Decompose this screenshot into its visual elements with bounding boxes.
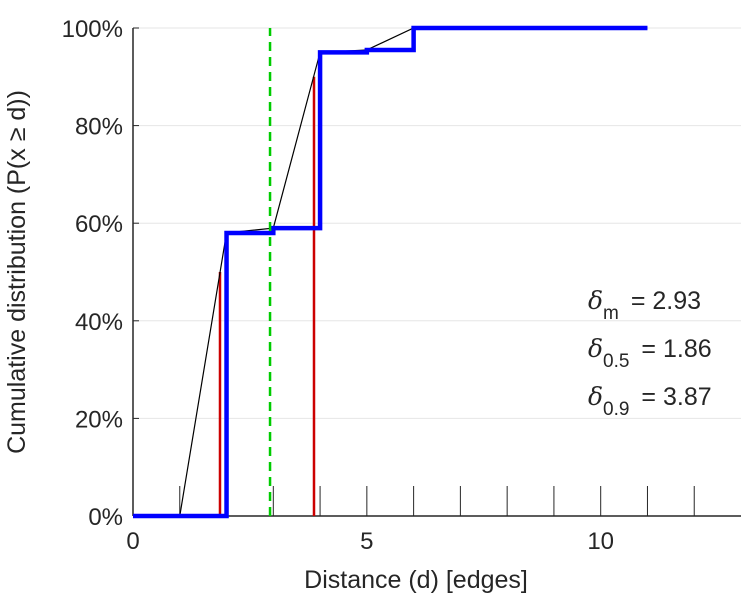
stat-annotation: δ 0.5 = 1.86 [588, 334, 712, 372]
y-tick-label: 100% [62, 16, 123, 43]
interpolated-cdf-line [179, 27, 648, 517]
stat-value: = 1.86 [641, 335, 711, 363]
stat-symbol: δ [588, 382, 603, 411]
stat-annotation: δ m = 2.93 [588, 286, 701, 324]
x-tick-label: 10 [587, 528, 614, 555]
y-tick-label: 20% [75, 406, 123, 433]
y-tick-label: 80% [75, 114, 123, 141]
x-tick-label: 0 [126, 528, 139, 555]
stat-value: = 3.87 [641, 383, 711, 411]
x-tick-label: 5 [360, 528, 373, 555]
stat-subscript: 0.5 [603, 351, 629, 372]
statistics-annotations: δ m = 2.93δ 0.5 = 1.86δ 0.9 = 3.87 [588, 286, 712, 420]
axes [132, 28, 741, 517]
stat-subscript: 0.9 [603, 399, 629, 420]
chart-marks [133, 25, 648, 519]
stat-annotation: δ 0.9 = 3.87 [588, 382, 712, 420]
y-tick-label: 40% [75, 309, 123, 336]
stat-subscript: m [603, 303, 619, 324]
tick-labels: 0 5 100%20%40%60%80%100% [62, 16, 614, 555]
axis-ticks [132, 27, 695, 517]
y-tick-label: 0% [88, 504, 123, 531]
x-axis-title: Distance (d) [edges] [304, 566, 528, 594]
step-cdf-line [133, 25, 648, 519]
stat-symbol: δ [588, 334, 603, 363]
y-tick-label: 60% [75, 211, 123, 238]
stat-symbol: δ [588, 286, 603, 315]
stat-value: = 2.93 [631, 287, 701, 315]
y-axis-title: Cumulative distribution (P(x ≥ d)) [3, 90, 31, 454]
